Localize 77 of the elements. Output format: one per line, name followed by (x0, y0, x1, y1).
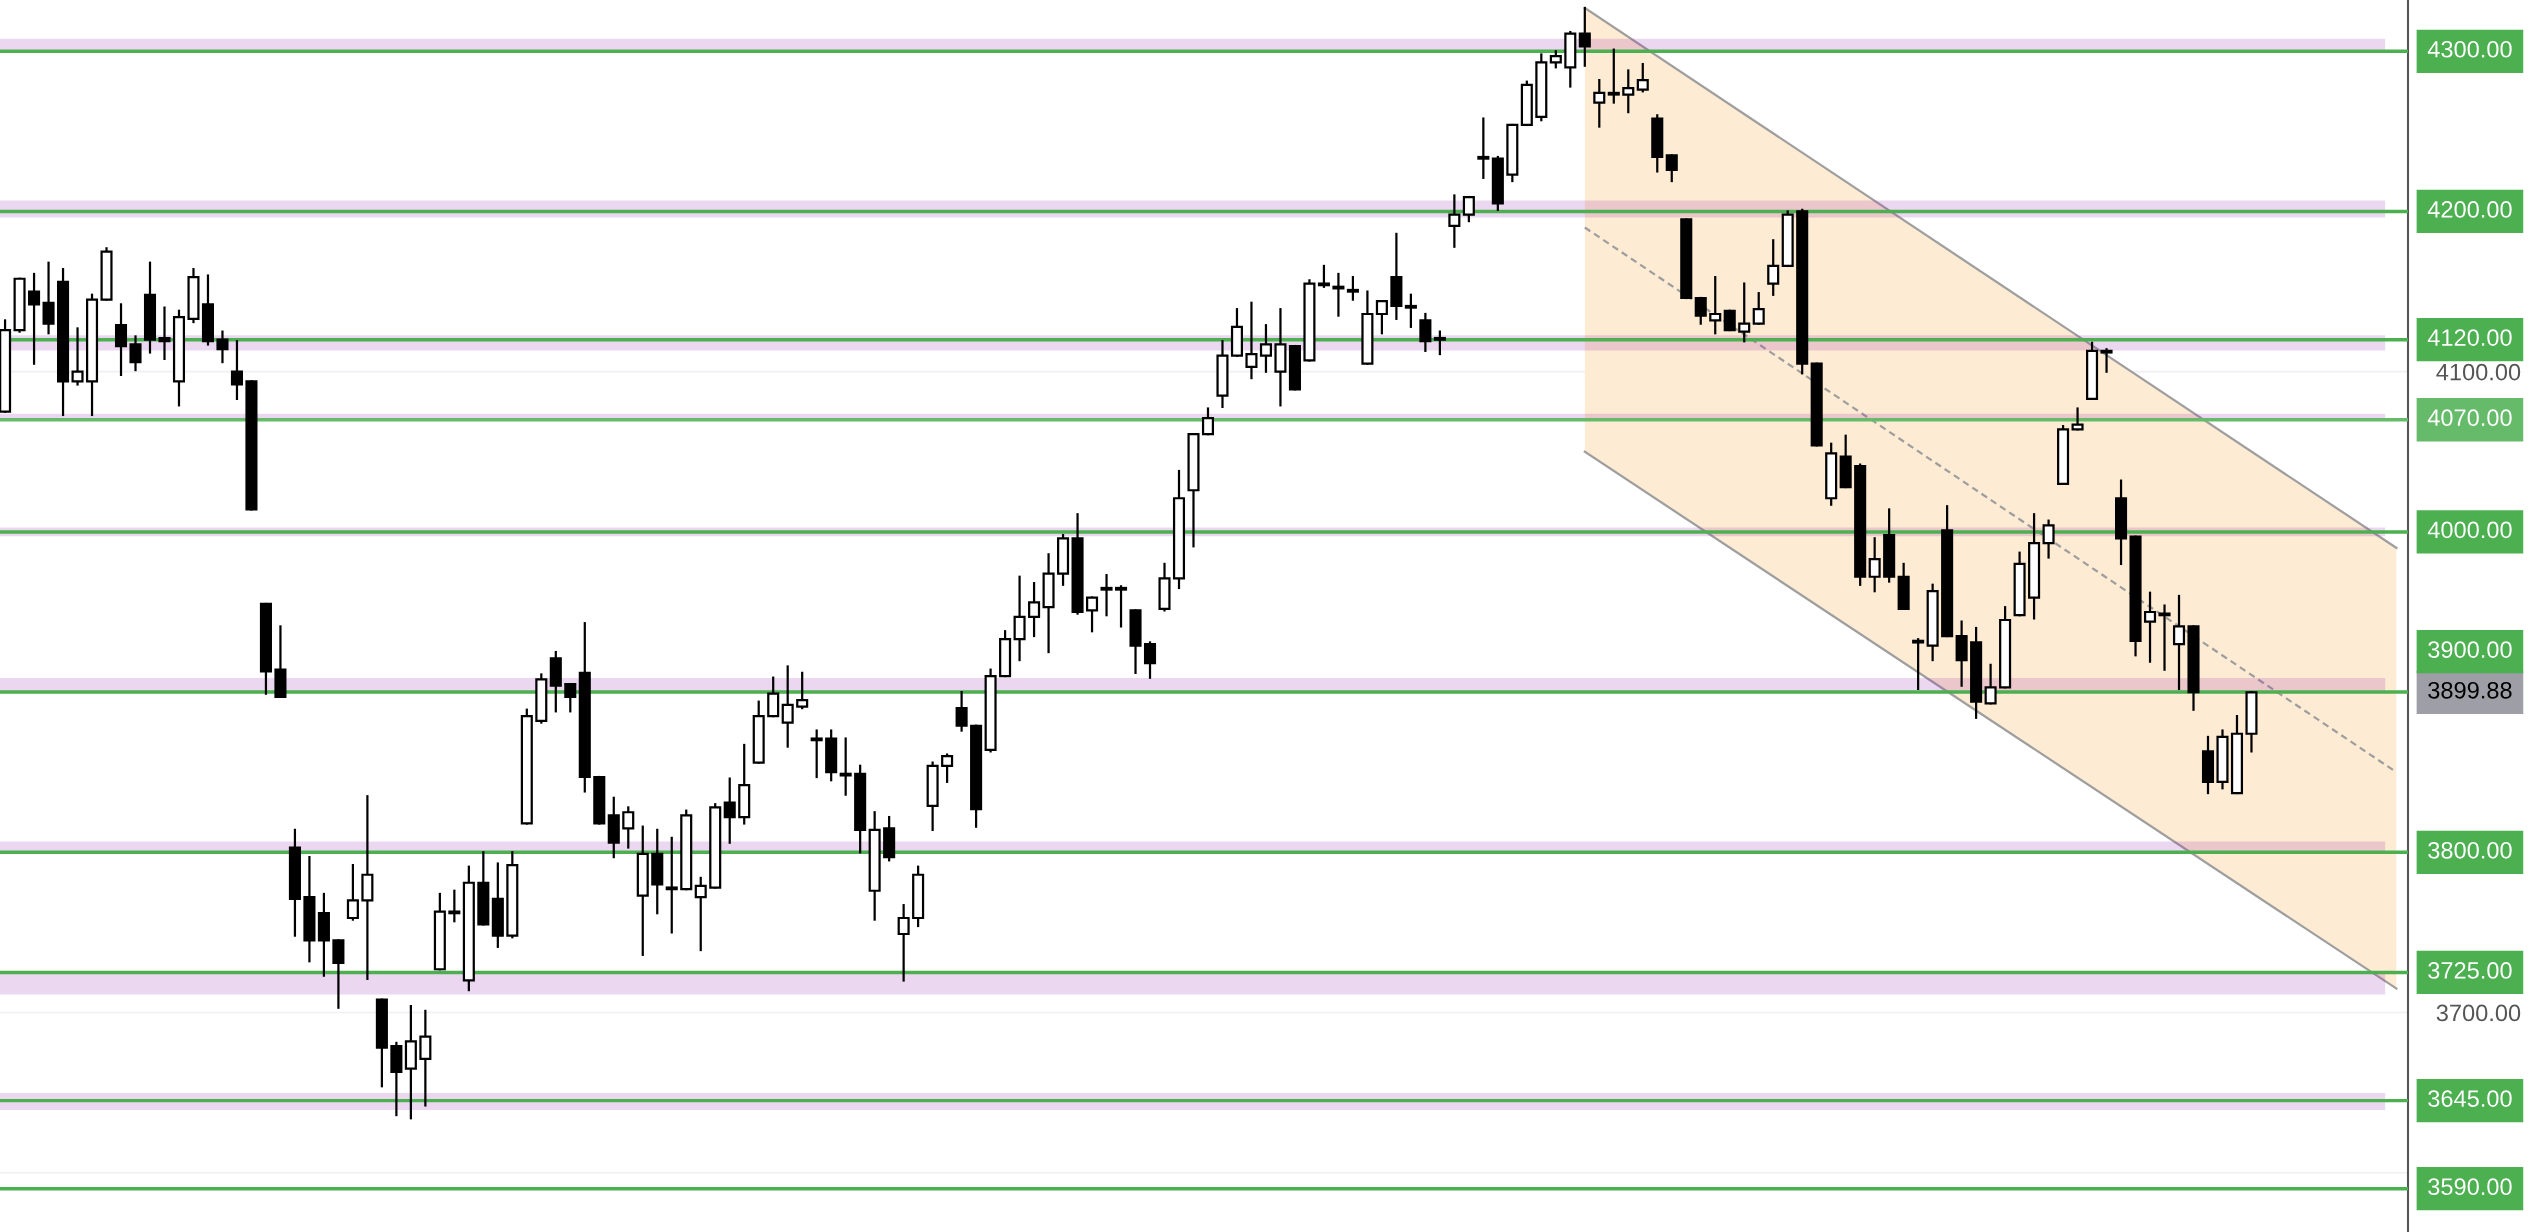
candlestick (1028, 582, 1041, 638)
candlestick (1578, 6, 1591, 67)
candlestick (1709, 276, 1722, 335)
candlestick (1477, 117, 1490, 179)
ref-line-label: 4120.00 (2427, 329, 2512, 346)
candlestick (2172, 594, 2186, 690)
candlestick (1738, 282, 1751, 343)
candlestick (694, 876, 707, 952)
candlestick (1868, 537, 1881, 593)
candlestick (810, 729, 823, 779)
candlestick (1593, 78, 1606, 128)
y-tick-label: 4100.00 (2436, 363, 2521, 381)
candlestick (781, 665, 794, 748)
candlestick (665, 836, 678, 934)
candlestick (1984, 663, 1997, 705)
candlestick (2042, 519, 2055, 559)
candlestick (1622, 69, 1635, 114)
candlestick (897, 904, 910, 982)
candlestick (1419, 312, 1432, 352)
candlestick (1433, 330, 1446, 356)
ref-line-label: 3590.00 (2428, 1178, 2512, 1196)
ref-line-label: 4000.00 (2427, 521, 2512, 539)
candlestick (2100, 348, 2113, 373)
candlestick (448, 889, 461, 923)
candlestick (1912, 638, 1925, 690)
candlestick (1375, 300, 1388, 335)
ref-line-label: 3725.00 (2428, 962, 2512, 979)
candlestick (1694, 296, 1707, 325)
candlestick (2158, 604, 2171, 671)
candlestick (1259, 324, 1272, 373)
candlestick (1752, 292, 1765, 325)
candlestick (839, 737, 852, 796)
candlestick (1767, 239, 1780, 296)
candlestick (129, 335, 142, 372)
candlestick (622, 806, 635, 849)
ref-line-label: 4300.00 (2427, 40, 2512, 58)
candlestick (564, 682, 577, 713)
candlestick (71, 327, 84, 386)
candlestick (28, 272, 41, 365)
y-tick-label: 3700.00 (2436, 1004, 2521, 1022)
candlestick (216, 330, 229, 364)
candlestick (1086, 596, 1099, 633)
candlestick (1143, 641, 1157, 679)
candlestick (1448, 194, 1461, 248)
candlestick (1723, 309, 1736, 332)
candlestick (1317, 264, 1330, 288)
candlestick (1100, 574, 1113, 617)
candlestick (1114, 585, 1128, 628)
text: 3899.88 (2428, 681, 2512, 699)
candlestick (114, 303, 128, 376)
candlestick (419, 1009, 432, 1107)
candlestick (767, 676, 780, 718)
ref-line-label: 4200.00 (2427, 201, 2512, 218)
ref-line-label: 4070.00 (2427, 409, 2512, 427)
candlestick (955, 690, 968, 732)
candlestick (1607, 48, 1620, 104)
candlestick (1245, 301, 1258, 380)
candlestick (42, 261, 55, 335)
ref-line-label: 3800.00 (2428, 841, 2512, 859)
candlestick (2071, 407, 2084, 431)
candlestick (941, 753, 954, 783)
candlestick (158, 306, 171, 360)
candlestick (346, 864, 359, 921)
ref-line-label: 3900.00 (2428, 641, 2512, 658)
candlestick (796, 671, 809, 710)
candlestick (1346, 276, 1359, 301)
candlestick (1665, 154, 1678, 183)
candlestick (1201, 407, 1215, 436)
candlestick (2143, 591, 2157, 663)
candlestick (723, 777, 736, 844)
candlestick (1013, 575, 1026, 662)
candlestick (1404, 293, 1417, 328)
candlestick (1636, 62, 1649, 93)
candlestick (1462, 195, 1475, 223)
ref-line-label: 3645.00 (2428, 1090, 2512, 1107)
candlestick (230, 340, 243, 401)
candlestick (332, 939, 345, 1009)
